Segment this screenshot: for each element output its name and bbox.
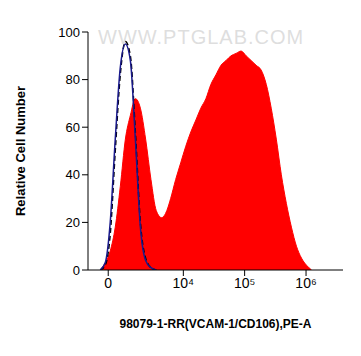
svg-text:100: 100 — [58, 25, 80, 40]
svg-text:0: 0 — [104, 275, 112, 291]
svg-text:20: 20 — [66, 215, 80, 230]
svg-text:98079-1-RR(VCAM-1/CD106),PE-A: 98079-1-RR(VCAM-1/CD106),PE-A — [119, 317, 311, 331]
svg-text:60: 60 — [66, 120, 80, 135]
svg-text:10⁵: 10⁵ — [234, 275, 255, 291]
svg-text:0: 0 — [73, 263, 80, 278]
html-text:WWW.PTGLAB.COM: WWW.PTGLAB.COM — [98, 26, 305, 48]
svg-text:Relative Cell Number: Relative Cell Number — [13, 86, 28, 216]
svg-text:40: 40 — [66, 167, 80, 182]
svg-text:80: 80 — [66, 72, 80, 87]
svg-text:10⁶: 10⁶ — [295, 275, 316, 291]
svg-text:10⁴: 10⁴ — [173, 275, 195, 291]
